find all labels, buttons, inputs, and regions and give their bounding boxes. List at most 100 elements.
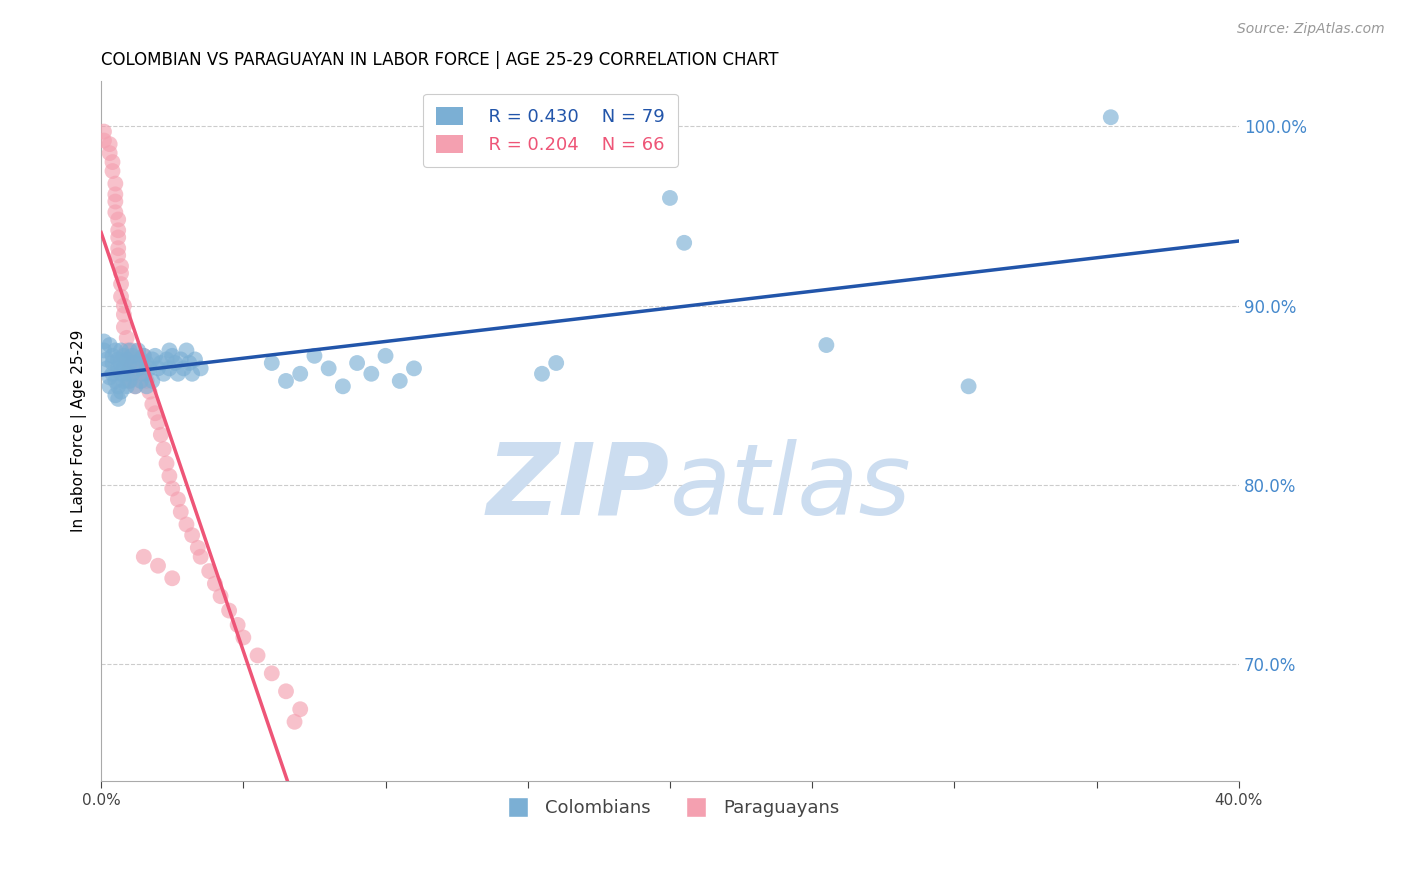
Colombians [98,379,121,393]
Colombians [93,343,115,358]
Paraguayans [149,427,172,442]
Colombians [107,379,129,393]
Colombians [165,356,187,370]
Paraguayans [115,343,138,358]
Paraguayans [118,361,141,376]
Colombians [155,352,177,367]
Paraguayans [132,549,155,564]
Paraguayans [121,343,143,358]
Colombians [104,374,127,388]
Colombians [98,370,121,384]
Colombians [290,367,312,381]
Colombians [129,352,152,367]
Paraguayans [160,482,183,496]
Colombians [170,352,193,367]
Paraguayans [146,415,169,429]
Colombians [152,367,174,381]
Paraguayans [98,137,121,152]
Colombians [98,338,121,352]
Colombians [107,361,129,376]
Colombians [121,349,143,363]
Paraguayans [232,631,254,645]
Colombians [141,374,163,388]
Paraguayans [226,618,249,632]
Colombians [146,361,169,376]
Colombians [101,367,124,381]
Colombians [132,349,155,363]
Paraguayans [112,320,135,334]
Paraguayans [187,541,209,555]
Paraguayans [260,666,283,681]
Paraguayans [104,205,127,219]
Colombians [260,356,283,370]
Colombians [104,388,127,402]
Paraguayans [93,125,115,139]
Colombians [173,361,195,376]
Colombians [112,349,135,363]
Colombians [93,334,115,349]
Paraguayans [121,356,143,370]
Colombians [101,356,124,370]
Colombians [138,361,160,376]
Paraguayans [110,290,132,304]
Paraguayans [101,155,124,169]
Paraguayans [101,164,124,178]
Paraguayans [129,374,152,388]
Paraguayans [170,505,193,519]
Paraguayans [107,223,129,237]
Paraguayans [107,230,129,244]
Paraguayans [152,442,174,456]
Colombians [129,374,152,388]
Colombians [110,343,132,358]
Paraguayans [143,406,166,420]
Paraguayans [93,134,115,148]
Paraguayans [107,248,129,262]
Colombians [110,367,132,381]
Colombians [118,356,141,370]
Colombians [388,374,411,388]
Text: COLOMBIAN VS PARAGUAYAN IN LABOR FORCE | AGE 25-29 CORRELATION CHART: COLOMBIAN VS PARAGUAYAN IN LABOR FORCE |… [101,51,779,69]
Text: ZIP: ZIP [486,439,669,535]
Paraguayans [107,212,129,227]
Colombians [546,356,568,370]
Colombians [190,361,212,376]
Colombians [318,361,340,376]
Text: atlas: atlas [669,439,911,535]
Paraguayans [112,299,135,313]
Colombians [110,384,132,399]
Paraguayans [138,384,160,399]
Paraguayans [115,352,138,367]
Paraguayans [135,374,157,388]
Paraguayans [127,352,149,367]
Colombians [274,374,297,388]
Colombians [402,361,425,376]
Colombians [167,367,190,381]
Paraguayans [115,331,138,345]
Paraguayans [209,589,232,603]
Colombians [104,343,127,358]
Legend: Colombians, Paraguayans: Colombians, Paraguayans [494,792,846,824]
Colombians [143,349,166,363]
Paraguayans [274,684,297,698]
Colombians [374,349,396,363]
Colombians [112,361,135,376]
Colombians [118,343,141,358]
Paraguayans [107,241,129,255]
Colombians [149,356,172,370]
Paraguayans [176,517,198,532]
Colombians [332,379,354,393]
Colombians [346,356,368,370]
Paraguayans [190,549,212,564]
Paraguayans [167,492,190,507]
Colombians [124,379,146,393]
Colombians [101,349,124,363]
Colombians [157,361,180,376]
Colombians [181,367,204,381]
Paraguayans [132,361,155,376]
Paraguayans [110,266,132,280]
Paraguayans [98,146,121,161]
Colombians [115,367,138,381]
Paraguayans [198,564,221,578]
Colombians [96,352,118,367]
Colombians [658,191,681,205]
